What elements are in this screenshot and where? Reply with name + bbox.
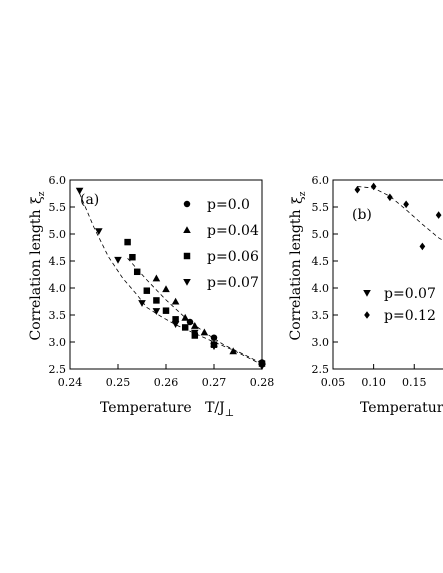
legend-marker-circle xyxy=(183,200,191,208)
data-point-triangle-down xyxy=(210,343,218,351)
x-tick-label: 0.25 xyxy=(106,376,131,389)
legend-marker-triangle-up xyxy=(183,226,191,234)
xi-sub-b: z xyxy=(298,191,308,196)
data-point-diamond xyxy=(435,211,442,219)
x-ticks-b: 0.05 0.10 0.15 xyxy=(321,364,427,389)
data-point-triangle-up xyxy=(191,322,199,329)
x-axis-label-a-sub: ⊥ xyxy=(225,408,234,419)
data-point-diamond xyxy=(387,193,393,202)
data-points-b xyxy=(354,182,442,251)
x-ticks-a: 0.24 0.25 0.26 0.27 0.28 xyxy=(58,364,275,389)
legend-label: p=0.06 xyxy=(207,249,259,265)
y-tick-label: 3.0 xyxy=(312,336,330,349)
data-point-square xyxy=(124,238,131,246)
plot-frame-b xyxy=(332,179,443,370)
legend-marker-triangle-down xyxy=(183,278,191,286)
legend-a: p=0.0 p=0.04 p=0.06 p=0.07 xyxy=(183,197,259,291)
data-point-triangle-up xyxy=(171,297,180,305)
y-tick-label: 5.0 xyxy=(49,228,67,241)
y-tick-label: 4.0 xyxy=(312,282,330,295)
xi-symbol-a: ξ xyxy=(29,196,45,204)
xi-sub-a: z xyxy=(37,191,47,196)
data-point-square xyxy=(133,268,141,276)
legend-marker-square xyxy=(183,252,191,260)
y-tick-label: 3.0 xyxy=(49,336,67,349)
data-point-square xyxy=(129,253,136,261)
y-axis-symbol-a: ξz xyxy=(29,191,47,204)
data-point-triangle-down xyxy=(75,187,84,195)
y-tick-label: 6.0 xyxy=(49,174,67,187)
data-point-diamond xyxy=(370,182,377,191)
data-point-diamond xyxy=(403,200,409,209)
data-point-diamond xyxy=(419,242,426,251)
y-tick-label: 4.0 xyxy=(49,282,67,295)
y-axis-label-a: Correlation length xyxy=(28,209,44,340)
data-point-triangle-down xyxy=(95,228,103,236)
legend-label: p=0.04 xyxy=(207,223,259,239)
data-point-square xyxy=(143,287,151,294)
y-tick-label: 2.5 xyxy=(312,363,330,376)
legend-marker-triangle-down xyxy=(363,289,371,297)
data-point-triangle-down xyxy=(258,363,266,371)
y-ticks-a: 2.5 3.0 3.5 4.0 4.5 5.0 5.5 6.0 xyxy=(49,174,75,376)
data-point-triangle-down xyxy=(138,300,146,307)
data-point-triangle-down xyxy=(152,308,161,316)
y-tick-label: 5.0 xyxy=(312,228,330,241)
data-point-square xyxy=(153,297,160,304)
y-tick-label: 6.0 xyxy=(312,174,330,187)
y-tick-label: 3.5 xyxy=(312,309,330,322)
data-point-square xyxy=(162,307,170,314)
y-tick-label: 3.5 xyxy=(49,309,67,322)
y-axis-symbol-b: ξz xyxy=(290,191,308,204)
legend-label: p=0.07 xyxy=(384,286,436,302)
data-point-triangle-down xyxy=(114,256,122,264)
panel-label-a: (a) xyxy=(80,192,99,208)
data-point-diamond xyxy=(354,185,361,194)
data-point-triangle-up xyxy=(152,274,161,282)
legend-b: p=0.07 p=0.12 xyxy=(363,286,436,324)
data-point-triangle-down xyxy=(171,321,180,328)
data-point-triangle-up xyxy=(162,285,170,293)
x-tick-label: 0.10 xyxy=(361,376,386,389)
x-tick-label: 0.27 xyxy=(202,376,227,389)
data-point-square xyxy=(172,316,179,323)
data-point-triangle-up xyxy=(181,313,189,321)
y-tick-label: 5.5 xyxy=(312,201,330,214)
x-tick-label: 0.05 xyxy=(321,376,346,389)
panel-a: 2.53.03.54.04.55.05.56.0 0.24 0.25 0.26 0.2… xyxy=(28,174,274,419)
data-point-circle xyxy=(210,334,218,341)
panel-label-b: (b) xyxy=(352,207,372,223)
data-point-triangle-up xyxy=(200,328,209,336)
x-tick-label: 0.24 xyxy=(58,376,83,389)
xi-symbol-b: ξ xyxy=(290,196,306,204)
data-point-square xyxy=(181,324,189,331)
y-tick-label: 4.5 xyxy=(312,255,330,268)
y-ticks-b: 2.5 3.0 3.5 4.0 4.5 5.0 5.5 6.0 xyxy=(312,174,338,376)
x-axis-label-b: Temperature xyxy=(360,400,443,416)
y-tick-label: 4.5 xyxy=(49,255,67,268)
legend-label: p=0.07 xyxy=(207,275,259,291)
y-tick-label: 2.5 xyxy=(49,363,67,376)
x-axis-label-a: Temperature T/J⊥ xyxy=(100,400,234,419)
x-axis-label-a-text: Temperature T/J xyxy=(100,400,225,416)
legend-marker-diamond xyxy=(364,311,370,319)
y-axis-label-b: Correlation length xyxy=(288,209,304,340)
panel-b: 2.5 3.0 3.5 4.0 4.5 5.0 5.5 6.0 0.05 0.10 0.15 (b… xyxy=(288,174,443,416)
y-tick-label: 5.5 xyxy=(49,201,67,214)
legend-label: p=0.12 xyxy=(384,308,436,324)
data-point-triangle-up xyxy=(229,347,237,355)
data-point-triangle-down xyxy=(191,329,199,337)
x-tick-label: 0.15 xyxy=(402,376,427,389)
legend-label: p=0.0 xyxy=(207,197,250,213)
data-points-a xyxy=(75,187,266,371)
x-tick-label: 0.26 xyxy=(154,376,179,389)
x-tick-label: 0.28 xyxy=(250,376,275,389)
